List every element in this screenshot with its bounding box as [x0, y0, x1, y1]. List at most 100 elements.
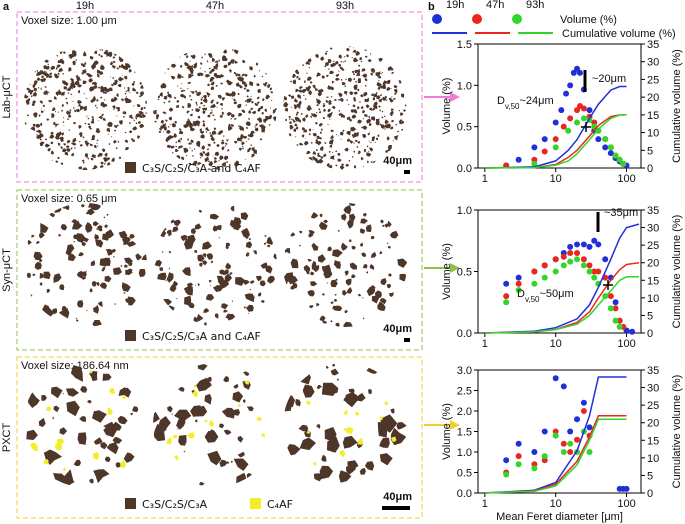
- particle: [184, 295, 192, 306]
- particle: [247, 134, 250, 137]
- particle: [86, 310, 88, 312]
- particle: [26, 114, 30, 117]
- particle: [293, 128, 297, 133]
- particle: [328, 101, 332, 105]
- particle: [70, 147, 73, 150]
- particle: [125, 298, 131, 303]
- data-point: [580, 256, 587, 263]
- particle: [44, 86, 47, 88]
- particle: [36, 71, 41, 76]
- particle: [138, 269, 146, 278]
- particle: [113, 140, 117, 144]
- particle: [393, 89, 397, 92]
- data-point: [531, 144, 538, 151]
- particle: [45, 70, 47, 73]
- particle: [76, 319, 79, 322]
- particle: [335, 322, 340, 327]
- particle: [320, 221, 322, 223]
- particle: [251, 110, 257, 114]
- particle: [92, 452, 100, 460]
- particle: [55, 67, 58, 70]
- particle: [176, 297, 178, 300]
- particle: [78, 252, 84, 257]
- particle: [394, 135, 398, 141]
- particle: [330, 155, 335, 160]
- particle: [80, 386, 88, 393]
- particle: [218, 131, 222, 135]
- particle: [384, 95, 387, 99]
- particle: [331, 112, 333, 114]
- data-point: [560, 253, 567, 260]
- particle: [67, 88, 69, 92]
- particle: [166, 272, 174, 283]
- particle: [178, 387, 185, 392]
- particle: [74, 80, 80, 86]
- particle: [379, 109, 381, 112]
- particle: [371, 295, 379, 304]
- particle: [222, 141, 225, 145]
- particle: [304, 141, 309, 146]
- particle: [110, 76, 111, 78]
- particle: [293, 120, 296, 123]
- particle: [29, 294, 33, 297]
- particle: [166, 305, 175, 312]
- particle: [302, 384, 315, 398]
- particle: [301, 134, 305, 138]
- particle: [64, 82, 69, 87]
- particle: [92, 84, 98, 89]
- particle: [109, 124, 113, 127]
- dv50-prefix: D: [497, 95, 505, 107]
- particle: [163, 101, 166, 104]
- data-point: [503, 299, 510, 306]
- particle: [112, 77, 115, 79]
- particle: [50, 141, 54, 145]
- particle: [344, 310, 348, 314]
- particle: [162, 111, 165, 114]
- particle: [379, 453, 393, 466]
- particle: [365, 98, 370, 103]
- particle: [246, 95, 249, 98]
- particle: [78, 124, 82, 129]
- particle: [238, 112, 243, 117]
- y2-tick-label: 30: [647, 57, 659, 69]
- particle: [49, 134, 55, 139]
- particle: [131, 82, 135, 86]
- particle: [92, 154, 96, 158]
- y-tick-label: 2.0: [457, 406, 472, 418]
- particle: [203, 308, 210, 313]
- particle: [305, 87, 310, 92]
- particle: [140, 107, 143, 111]
- particle: [191, 109, 194, 111]
- particle: [353, 77, 355, 81]
- particle: [230, 91, 236, 97]
- particle: [326, 163, 330, 168]
- particle: [337, 378, 339, 381]
- particle: [359, 467, 366, 475]
- particle: [335, 77, 340, 81]
- particle: [107, 162, 111, 167]
- particle: [294, 116, 300, 122]
- particle: [221, 107, 223, 110]
- particle: [368, 107, 373, 111]
- row-box: [16, 356, 423, 519]
- particle: [326, 282, 328, 284]
- particle: [246, 253, 248, 255]
- particle: [136, 104, 141, 108]
- particle: [389, 292, 394, 297]
- particle: [390, 427, 407, 446]
- x-tick-label: 100: [617, 338, 635, 350]
- particle: [346, 47, 350, 52]
- particle: [261, 111, 264, 115]
- particle: [176, 416, 186, 430]
- particle: [124, 139, 128, 143]
- particle: [177, 139, 181, 143]
- particle: [62, 392, 64, 395]
- particle: [360, 242, 364, 247]
- particle: [308, 133, 311, 136]
- y-tick-label: 0.5: [457, 122, 472, 134]
- data-point: [515, 453, 522, 460]
- particle: [208, 279, 212, 283]
- particle: [56, 55, 59, 57]
- particle: [133, 119, 135, 122]
- particle: [69, 109, 72, 112]
